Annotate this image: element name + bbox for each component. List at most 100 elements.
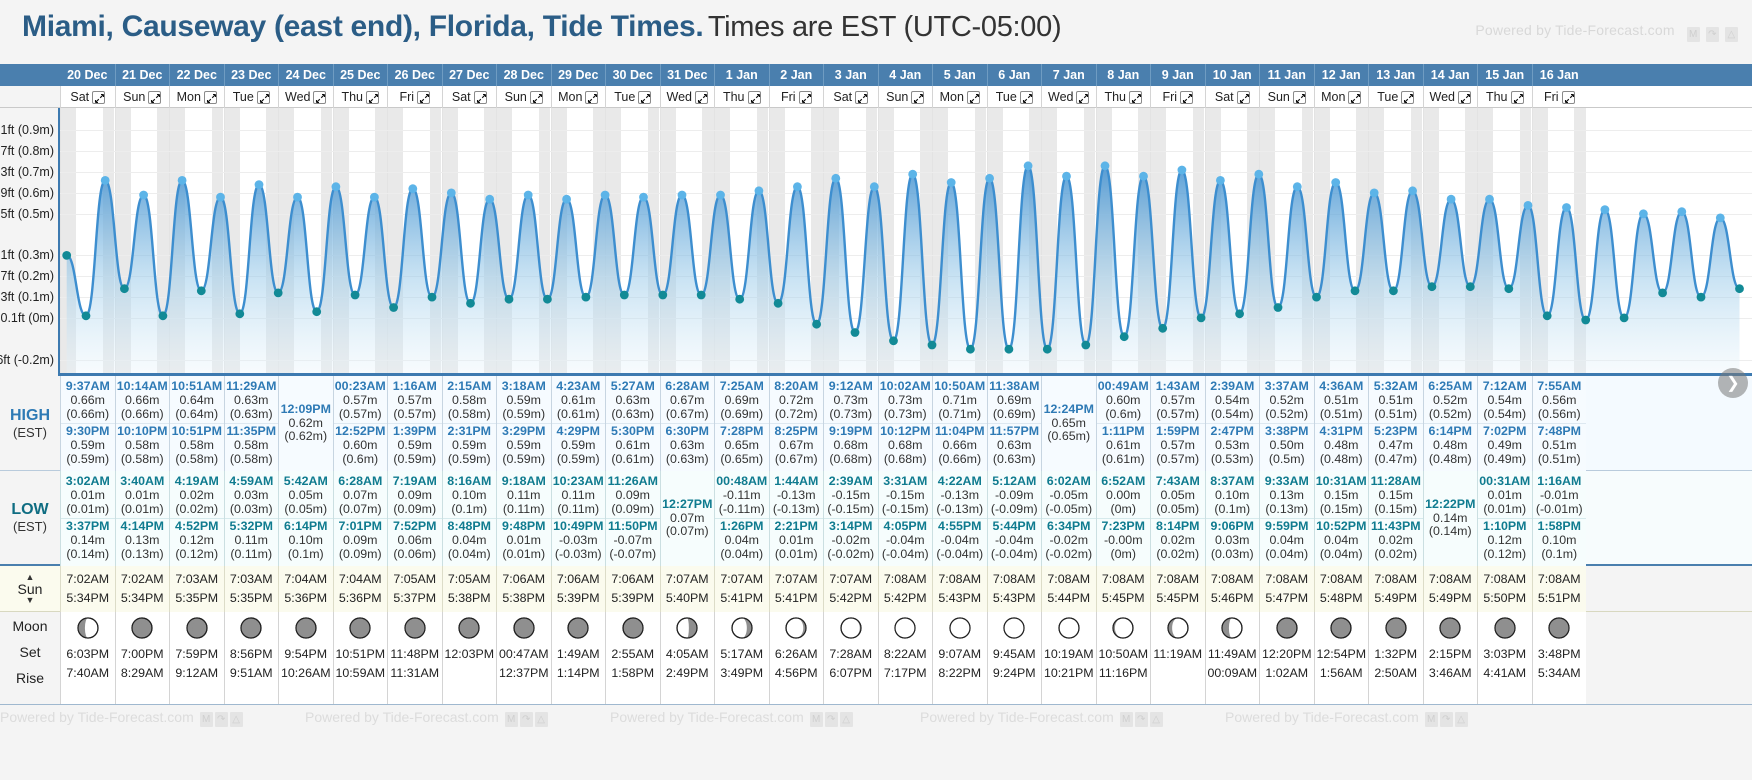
footer-powered-by: Powered by Tide-Forecast.com M ↷ △ bbox=[0, 709, 243, 727]
date-header-cell[interactable]: 5 Jan bbox=[932, 64, 987, 86]
sunset-arrow-icon: ▼ bbox=[25, 594, 35, 605]
day-header-cell: Fri bbox=[387, 86, 442, 108]
date-header-cell[interactable]: 27 Dec bbox=[441, 64, 497, 86]
high-tide-point bbox=[1062, 171, 1071, 181]
expand-icon[interactable] bbox=[585, 90, 599, 104]
tide-height-primary: 0.11m bbox=[234, 532, 269, 547]
moon-cell: 5:17AM 3:49PM bbox=[714, 612, 769, 704]
footer-powered-by-text: Powered by Tide-Forecast.com bbox=[0, 709, 194, 725]
tide-event: 1:39PM 0.59m (0.59m) bbox=[388, 423, 442, 468]
date-header-cell[interactable]: 11 Jan bbox=[1259, 64, 1314, 86]
day-header-cell: Fri bbox=[1150, 86, 1205, 108]
date-header-cell[interactable]: 7 Jan bbox=[1041, 64, 1096, 86]
expand-icon[interactable] bbox=[694, 90, 708, 104]
date-header-cell[interactable]: 15 Jan bbox=[1477, 64, 1532, 86]
tide-height-secondary: (0.58m) bbox=[175, 451, 219, 466]
low-tide-cell: 00:48AM -0.11m (-0.11m) 1:26PM 0.04m (0.04m) bbox=[714, 471, 769, 566]
logo-icon: M bbox=[1119, 712, 1133, 727]
date-header-cell[interactable]: 30 Dec bbox=[605, 64, 660, 86]
date-header-cell[interactable]: 9 Jan bbox=[1150, 64, 1205, 86]
tide-event: 5:23PM 0.47m (0.47m) bbox=[1369, 423, 1423, 468]
tide-height-secondary: (0.62m) bbox=[284, 429, 328, 444]
date-header-cell[interactable]: 8 Jan bbox=[1095, 64, 1151, 86]
sun-cell: 7:08AM 5:45PM bbox=[1095, 566, 1150, 612]
sunrise-time: 7:06AM bbox=[502, 571, 546, 586]
tide-time: 10:50AM bbox=[934, 379, 986, 394]
expand-icon[interactable] bbox=[1561, 90, 1575, 104]
sunset-time: 5:51PM bbox=[1537, 591, 1581, 605]
expand-icon[interactable] bbox=[1292, 90, 1306, 104]
expand-icon[interactable] bbox=[1236, 90, 1250, 104]
expand-icon[interactable] bbox=[798, 90, 812, 104]
date-header-cell[interactable]: 10 Jan bbox=[1204, 64, 1260, 86]
expand-icon[interactable] bbox=[1076, 90, 1090, 104]
tide-event: 5:32AM 0.51m (0.51m) bbox=[1369, 379, 1423, 423]
expand-icon[interactable] bbox=[1348, 90, 1362, 104]
tide-height-primary: 0.59m bbox=[397, 437, 432, 452]
expand-icon[interactable] bbox=[911, 90, 925, 104]
tide-time: 11:04PM bbox=[934, 424, 985, 438]
high-tide-point bbox=[716, 190, 725, 200]
date-header-cell[interactable]: 23 Dec bbox=[223, 64, 279, 86]
date-header-cell[interactable]: 6 Jan bbox=[986, 64, 1042, 86]
date-header-cell[interactable]: 21 Dec bbox=[114, 64, 170, 86]
expand-icon[interactable] bbox=[1457, 90, 1471, 104]
expand-icon[interactable] bbox=[1019, 90, 1033, 104]
date-header-cell[interactable]: 12 Jan bbox=[1313, 64, 1369, 86]
expand-icon[interactable] bbox=[747, 90, 761, 104]
tide-event: 10:10PM 0.58m (0.58m) bbox=[115, 423, 169, 468]
date-header-cell[interactable]: 1 Jan bbox=[714, 64, 769, 86]
expand-icon[interactable] bbox=[473, 90, 487, 104]
tide-event: 10:50AM 0.71m (0.71m) bbox=[933, 379, 987, 423]
expand-icon[interactable] bbox=[313, 90, 327, 104]
sunset-time: 5:43PM bbox=[992, 591, 1036, 605]
date-header-cell[interactable]: 16 Jan bbox=[1531, 64, 1587, 86]
high-tide-timezone: (EST) bbox=[13, 424, 47, 440]
expand-icon[interactable] bbox=[1180, 90, 1194, 104]
expand-icon[interactable] bbox=[203, 90, 217, 104]
expand-icon[interactable] bbox=[366, 90, 380, 104]
date-header-cell[interactable]: 4 Jan bbox=[877, 64, 933, 86]
footer-powered-by-text: Powered by Tide-Forecast.com bbox=[920, 709, 1114, 725]
y-axis-tick-label: 3.1ft (0.9m) bbox=[0, 123, 54, 138]
expand-icon[interactable] bbox=[148, 90, 162, 104]
scroll-right-button[interactable]: ❯ bbox=[1718, 368, 1748, 398]
date-header-cell[interactable]: 14 Jan bbox=[1422, 64, 1478, 86]
low-tide-point bbox=[889, 336, 898, 346]
chart-gridline-vertical bbox=[387, 108, 388, 373]
date-header-cell[interactable]: 22 Dec bbox=[169, 64, 224, 86]
date-header-cell[interactable]: 13 Jan bbox=[1368, 64, 1423, 86]
expand-icon[interactable] bbox=[638, 90, 652, 104]
tide-height-secondary: (0.57m) bbox=[338, 407, 382, 422]
expand-icon[interactable] bbox=[966, 90, 980, 104]
expand-icon[interactable] bbox=[1510, 90, 1524, 104]
tide-event: 1:44AM -0.13m (-0.13m) bbox=[770, 474, 824, 518]
tide-event: 6:28AM 0.67m (0.67m) bbox=[661, 379, 715, 423]
date-header-cell[interactable]: 31 Dec bbox=[659, 64, 715, 86]
tide-time: 3:37AM bbox=[1264, 379, 1309, 394]
date-header-cell[interactable]: 24 Dec bbox=[278, 64, 333, 86]
date-header-cell[interactable]: 3 Jan bbox=[823, 64, 878, 86]
sunrise-time: 7:08AM bbox=[938, 571, 982, 586]
expand-icon[interactable] bbox=[256, 90, 270, 104]
sunrise-time: 7:06AM bbox=[611, 571, 655, 586]
date-header-cell[interactable]: 26 Dec bbox=[387, 64, 442, 86]
day-header-cell: Tue bbox=[223, 86, 279, 108]
tide-height-primary: 0.01m bbox=[1487, 488, 1522, 503]
expand-icon[interactable] bbox=[417, 90, 431, 104]
high-tide-cell: 5:32AM 0.51m (0.51m) 5:23PM 0.47m (0.47m) bbox=[1368, 376, 1423, 471]
tide-time: 9:59PM bbox=[1265, 519, 1309, 533]
date-header-cell[interactable]: 28 Dec bbox=[496, 64, 551, 86]
expand-icon[interactable] bbox=[1129, 90, 1143, 104]
expand-icon[interactable] bbox=[529, 90, 543, 104]
date-header-cell[interactable]: 2 Jan bbox=[768, 64, 824, 86]
date-header-cell[interactable]: 25 Dec bbox=[332, 64, 388, 86]
date-header-cell[interactable]: 20 Dec bbox=[67, 68, 108, 82]
expand-icon[interactable] bbox=[92, 90, 106, 104]
expand-icon[interactable] bbox=[1401, 90, 1415, 104]
low-tide-point bbox=[543, 294, 552, 304]
expand-icon[interactable] bbox=[855, 90, 869, 104]
low-tide-cell: 1:44AM -0.13m (-0.13m) 2:21PM 0.01m (0.01m) bbox=[768, 471, 824, 566]
date-header-cell[interactable]: 29 Dec bbox=[550, 64, 606, 86]
tide-height-secondary: (0.11m) bbox=[230, 546, 273, 561]
